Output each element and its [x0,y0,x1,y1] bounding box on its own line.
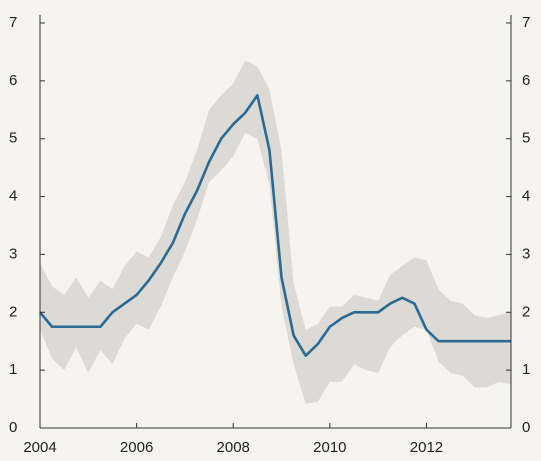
y2-tick-label: 2 [522,303,530,320]
y2-tick-label: 4 [522,188,530,205]
y-tick-label: 0 [9,419,17,436]
y2-tick-label: 0 [522,419,530,436]
y-tick-label: 2 [9,303,17,320]
y-tick-label: 5 [9,130,17,147]
y-tick-label: 1 [9,361,17,378]
y-tick-label: 6 [9,72,17,89]
x-tick-label: 2010 [313,439,346,456]
x-tick-label: 2006 [120,439,153,456]
y2-tick-label: 5 [522,130,530,147]
x-tick-label: 2004 [23,439,56,456]
line [39,94,511,357]
y-tick-label: 4 [9,188,17,205]
y2-tick-label: 6 [522,72,530,89]
y2-tick-label: 7 [522,14,530,31]
y-tick-label: 3 [9,245,17,262]
y2-tick-label: 3 [522,245,530,262]
x-tick-label: 2008 [217,439,250,456]
uncertainty-band [40,60,511,404]
y2-tick-label: 1 [522,361,530,378]
x-tick-label: 2012 [410,439,443,456]
y-tick-label: 7 [9,14,17,31]
